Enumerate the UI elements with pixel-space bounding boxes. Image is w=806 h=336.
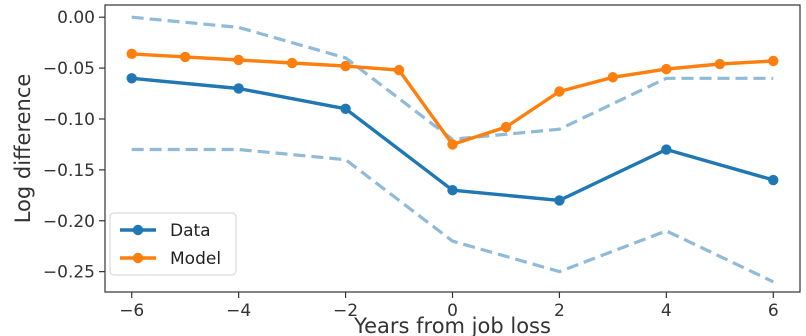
x-tick-label: −6 — [119, 301, 144, 321]
y-axis-label: Log difference — [11, 74, 35, 224]
data-point-model — [554, 86, 565, 97]
data-point-model — [714, 58, 726, 70]
x-tick-label: 0 — [447, 301, 458, 321]
data-point-data — [340, 103, 351, 115]
data-point-data — [554, 195, 565, 206]
legend-marker-data — [132, 224, 144, 236]
data-point-model — [126, 48, 137, 60]
x-tick-label: 6 — [768, 301, 779, 321]
y-axis-ticks: 0.00 −0.05 −0.10 −0.15 −0.20 −0.25 — [43, 8, 105, 283]
y-tick-label: −0.15 — [43, 161, 95, 181]
data-point-model — [500, 121, 512, 133]
data-point-model — [286, 57, 298, 69]
x-tick-label: −2 — [333, 301, 358, 321]
data-point-model — [768, 55, 779, 67]
legend: Data Model — [109, 212, 237, 276]
x-tick-label: 2 — [554, 301, 565, 321]
y-tick-label: −0.25 — [43, 263, 95, 283]
x-tick-label: 4 — [661, 301, 672, 321]
plot-series-layer — [126, 15, 779, 284]
data-point-data — [126, 73, 137, 84]
data-point-data — [768, 174, 779, 186]
legend-marker-model — [132, 252, 144, 264]
data-point-model — [447, 139, 458, 150]
data-point-data — [233, 83, 244, 94]
legend-label-model: Model — [170, 249, 221, 269]
confidence-band-line — [131, 147, 774, 284]
x-axis-label: Years from job loss — [353, 314, 551, 336]
x-tick-label: −4 — [226, 301, 251, 321]
y-tick-label: 0.00 — [57, 8, 95, 28]
series-line-model — [131, 52, 774, 147]
y-tick-label: −0.05 — [43, 59, 95, 79]
y-tick-label: −0.20 — [43, 212, 95, 232]
x-axis-ticks: −6 −4 −2 0 2 4 6 — [119, 292, 779, 321]
data-point-model — [340, 60, 351, 72]
data-point-model — [607, 72, 619, 83]
data-point-data — [661, 144, 672, 155]
data-point-model — [233, 54, 244, 66]
data-point-data — [447, 185, 458, 196]
data-point-model — [661, 63, 672, 75]
data-point-model — [179, 51, 191, 63]
y-tick-label: −0.10 — [43, 110, 95, 130]
data-point-model — [393, 64, 405, 76]
confidence-band-line — [131, 15, 774, 141]
legend-label-data: Data — [170, 221, 211, 241]
